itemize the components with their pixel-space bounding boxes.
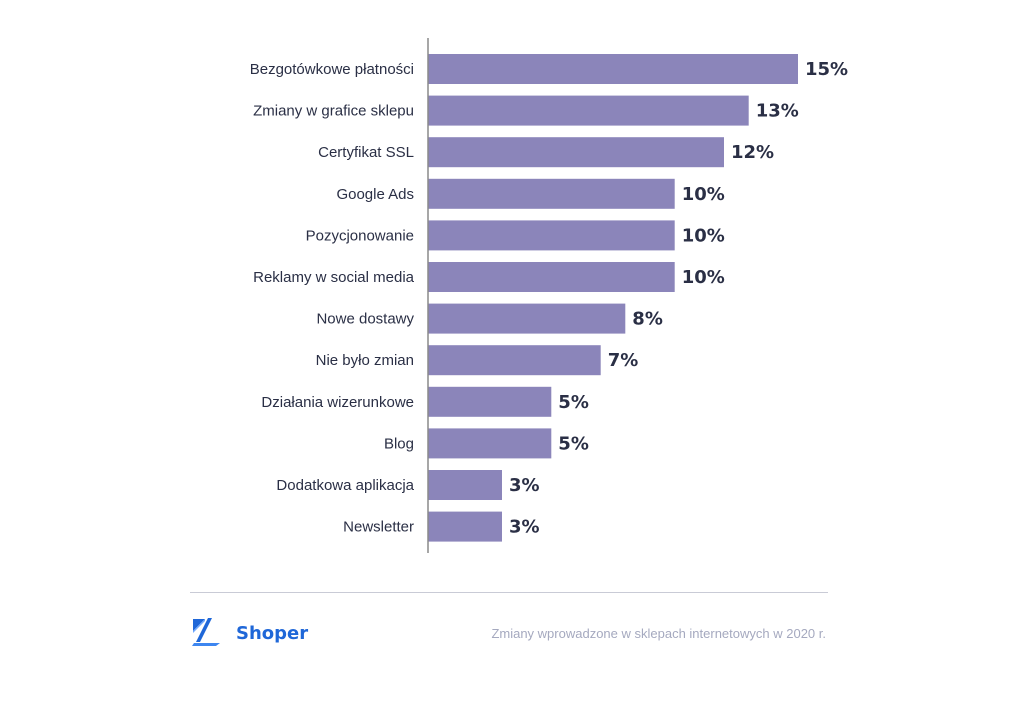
category-label: Reklamy w social media: [253, 269, 415, 286]
value-label: 3%: [509, 475, 540, 496]
value-label: 10%: [682, 225, 725, 246]
value-label: 13%: [756, 101, 799, 122]
bar: [428, 220, 675, 251]
footer-divider: [190, 592, 828, 593]
bar-chart: Bezgotówkowe płatności Zmiany w grafice s…: [250, 38, 848, 553]
bar: [428, 303, 626, 334]
bar: [428, 345, 601, 376]
bar: [428, 428, 552, 459]
brand-logo: Shoper: [190, 617, 308, 649]
value-label: 3%: [509, 517, 540, 538]
bar: [428, 178, 675, 209]
category-label: Nowe dostawy: [316, 311, 414, 328]
shoper-logo-icon: [190, 615, 228, 652]
category-label: Newsletter: [343, 519, 414, 536]
bars-group: [428, 54, 798, 542]
value-label: 7%: [608, 350, 639, 371]
category-label: Blog: [384, 435, 414, 452]
bar: [428, 262, 675, 292]
bar: [428, 470, 502, 500]
category-label: Google Ads: [336, 186, 414, 203]
value-label: 12%: [731, 142, 774, 163]
bar: [428, 386, 552, 417]
value-label: 8%: [632, 309, 663, 330]
category-label: Nie było zmian: [316, 352, 414, 369]
brand-name: Shoper: [236, 622, 309, 644]
category-label: Zmiany w grafice sklepu: [253, 103, 414, 120]
bar: [428, 511, 502, 542]
category-label: Certyfikat SSL: [318, 144, 414, 161]
bar: [428, 54, 798, 84]
value-labels-group: 15% 13% 12% 10% 10% 10% 8% 7% 5% 5% 3% 3%: [509, 59, 848, 538]
value-label: 15%: [805, 59, 848, 80]
value-label: 5%: [558, 433, 589, 454]
category-label: Bezgotówkowe płatności: [250, 61, 414, 78]
bar: [428, 95, 749, 126]
chart-caption: Zmiany wprowadzone w sklepach internetow…: [491, 626, 826, 641]
category-labels-group: Bezgotówkowe płatności Zmiany w grafice s…: [250, 61, 415, 536]
category-label: Dodatkowa aplikacja: [276, 477, 414, 494]
category-label: Pozycjonowanie: [306, 227, 414, 244]
value-label: 10%: [682, 267, 725, 288]
value-label: 5%: [558, 392, 589, 413]
value-label: 10%: [682, 184, 725, 205]
bar: [428, 137, 724, 168]
category-label: Działania wizerunkowe: [261, 394, 414, 411]
